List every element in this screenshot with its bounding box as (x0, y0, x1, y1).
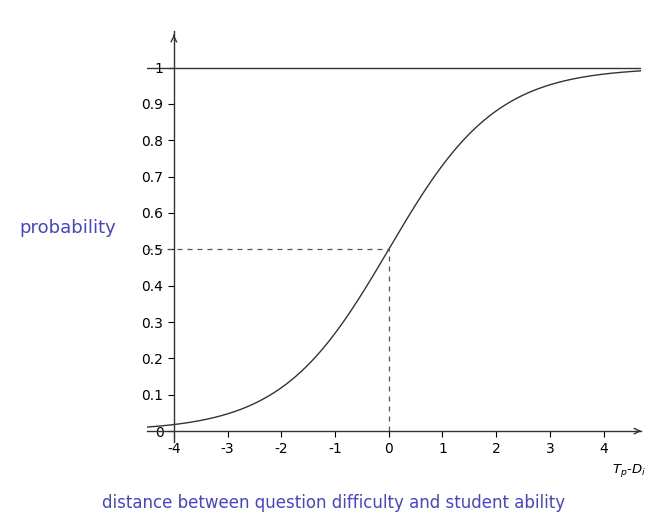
Text: $T_p$-$D_i$: $T_p$-$D_i$ (612, 462, 645, 479)
Text: distance between question difficulty and student ability: distance between question difficulty and… (102, 494, 566, 512)
Text: probability: probability (19, 219, 116, 238)
